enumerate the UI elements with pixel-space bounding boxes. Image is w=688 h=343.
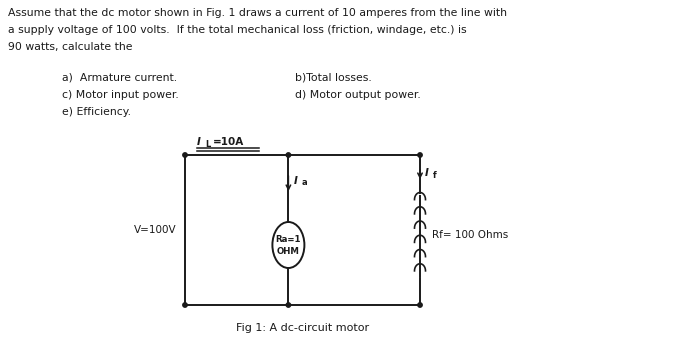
Text: Assume that the dc motor shown in Fig. 1 draws a current of 10 amperes from the : Assume that the dc motor shown in Fig. 1… [8, 8, 507, 18]
Text: b)Total losses.: b)Total losses. [295, 73, 372, 83]
Text: 90 watts, calculate the: 90 watts, calculate the [8, 42, 133, 52]
Text: V=100V: V=100V [134, 225, 177, 235]
Text: d) Motor output power.: d) Motor output power. [295, 90, 421, 100]
Text: L: L [206, 140, 211, 149]
Text: I: I [197, 137, 201, 147]
Text: Rf= 100 Ohms: Rf= 100 Ohms [432, 229, 508, 239]
Text: =10A: =10A [213, 137, 244, 147]
Text: I: I [293, 176, 297, 186]
Text: I: I [425, 168, 429, 178]
Text: Fig 1: A dc-circuit motor: Fig 1: A dc-circuit motor [236, 323, 369, 333]
Text: a supply voltage of 100 volts.  If the total mechanical loss (friction, windage,: a supply voltage of 100 volts. If the to… [8, 25, 466, 35]
Circle shape [418, 303, 422, 307]
Text: c) Motor input power.: c) Motor input power. [62, 90, 179, 100]
Circle shape [418, 153, 422, 157]
Text: e) Efficiency.: e) Efficiency. [62, 107, 131, 117]
Circle shape [286, 303, 290, 307]
Text: Ra=1: Ra=1 [276, 235, 301, 244]
Text: f: f [433, 170, 437, 179]
Ellipse shape [272, 222, 304, 268]
Text: OHM: OHM [277, 248, 300, 257]
Text: a)  Armature current.: a) Armature current. [62, 73, 177, 83]
Circle shape [286, 153, 290, 157]
Text: a: a [301, 178, 307, 187]
Circle shape [183, 303, 187, 307]
Circle shape [183, 153, 187, 157]
